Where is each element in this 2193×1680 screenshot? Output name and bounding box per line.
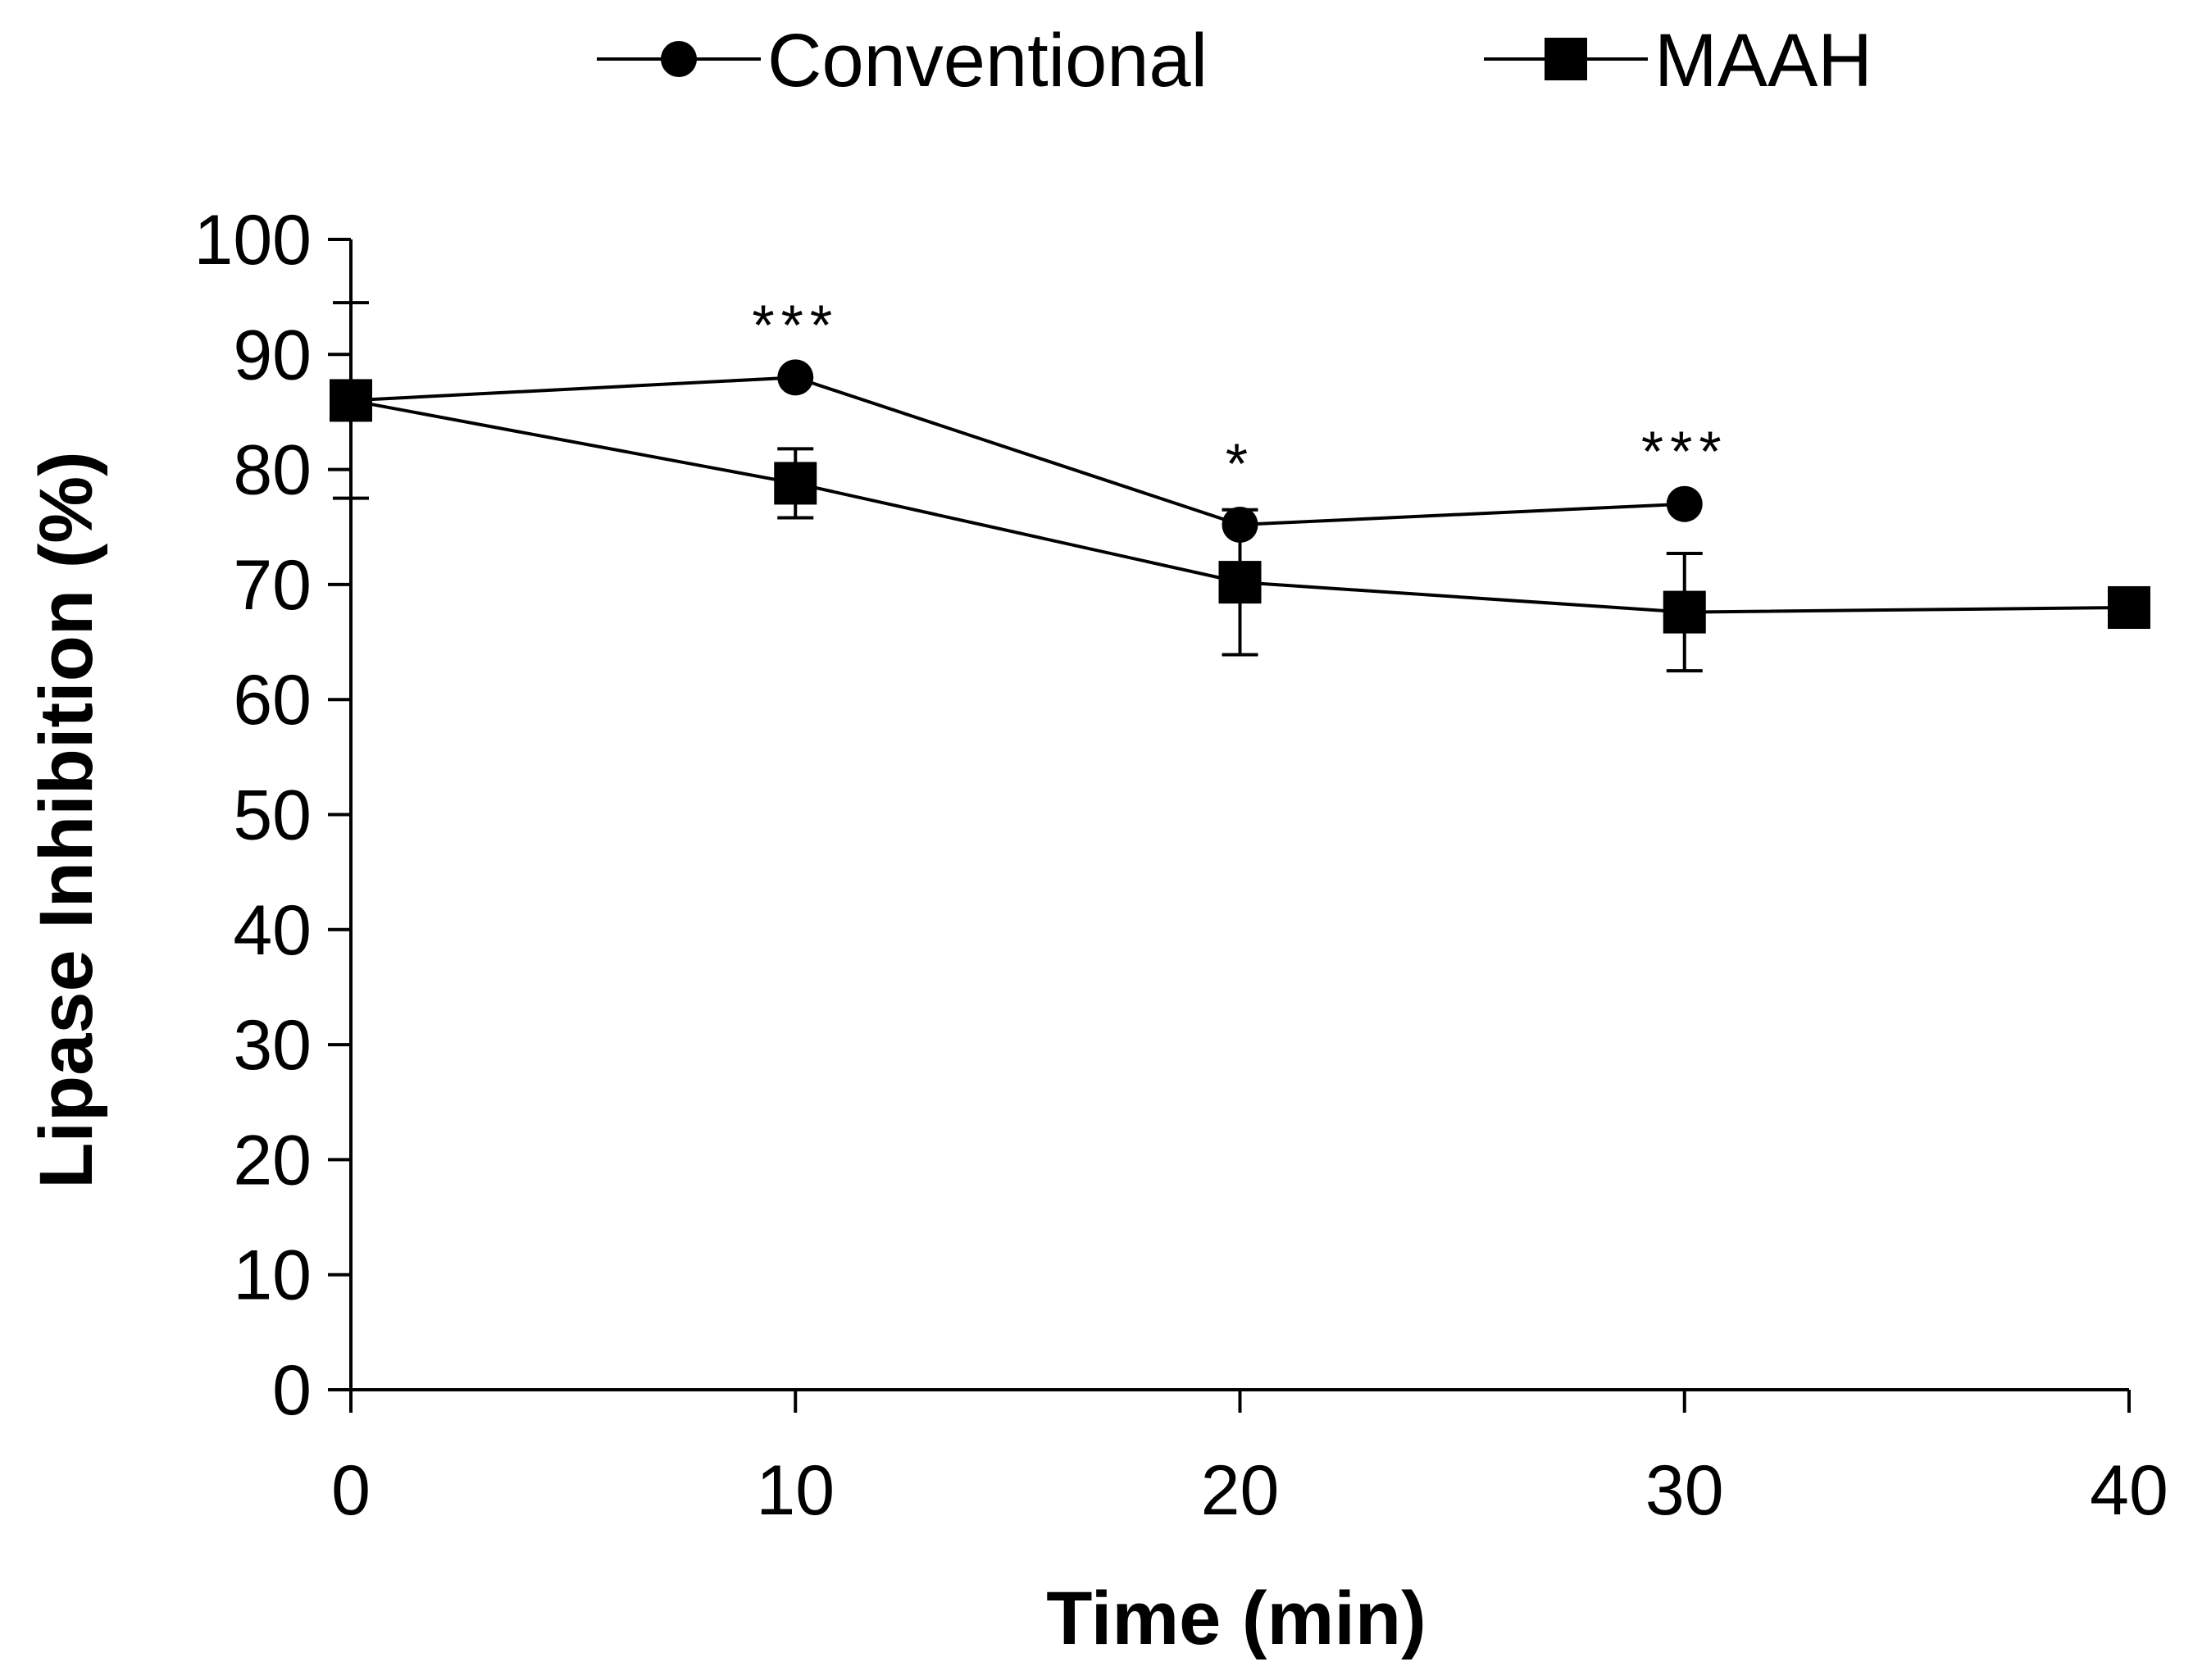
data-point-maah <box>2108 585 2150 629</box>
significance-label: * <box>1226 432 1254 496</box>
data-point-maah <box>774 462 817 505</box>
y-tick-label: 20 <box>233 1121 312 1200</box>
y-tick-label: 50 <box>233 776 312 855</box>
y-tick-label: 10 <box>233 1236 312 1315</box>
y-tick-label: 100 <box>194 201 312 280</box>
series-line-conventional <box>350 376 1685 526</box>
x-tick-label: 20 <box>1201 1451 1280 1530</box>
legend: Conventional MAAH <box>597 19 1872 102</box>
y-tick-label: 60 <box>233 661 312 740</box>
significance-label: *** <box>752 293 839 357</box>
y-tick-label: 80 <box>233 431 312 510</box>
data-point-conventional <box>777 359 814 396</box>
legend-marker-circle <box>661 41 697 77</box>
annotation-layer: **** *** <box>752 293 1728 496</box>
series-conventional <box>333 301 1703 543</box>
data-point-maah <box>1663 590 1706 634</box>
legend-label: Conventional <box>767 19 1208 102</box>
x-tick-label: 30 <box>1645 1451 1724 1530</box>
series-maah <box>330 379 2150 673</box>
data-point-maah <box>1218 561 1262 604</box>
legend-item-conventional: Conventional <box>597 19 1208 102</box>
axes: 0 10 20 30 40 50 60 70 80 90 100 0 10 20 30 40 <box>194 201 2168 1530</box>
data-point-conventional <box>1666 485 1703 522</box>
y-axis-title: Lipase Inhibition (%) <box>25 451 108 1189</box>
x-tick-label: 10 <box>756 1451 835 1530</box>
legend-marker-square <box>1545 38 1587 80</box>
y-tick-label: 0 <box>272 1351 312 1430</box>
y-tick-label: 90 <box>233 316 312 394</box>
legend-label: MAAH <box>1654 19 1872 102</box>
series-layer <box>330 301 2150 673</box>
y-tick-label: 40 <box>233 891 312 970</box>
significance-label: *** <box>1641 420 1728 484</box>
y-tick-label: 30 <box>233 1006 312 1085</box>
y-tick-label: 70 <box>233 546 312 625</box>
data-point-maah <box>330 379 372 422</box>
x-tick-label: 0 <box>331 1451 371 1530</box>
x-axis-title: Time (min) <box>1046 1577 1426 1660</box>
legend-item-maah: MAAH <box>1484 19 1872 102</box>
x-tick-label: 40 <box>2090 1451 2168 1530</box>
